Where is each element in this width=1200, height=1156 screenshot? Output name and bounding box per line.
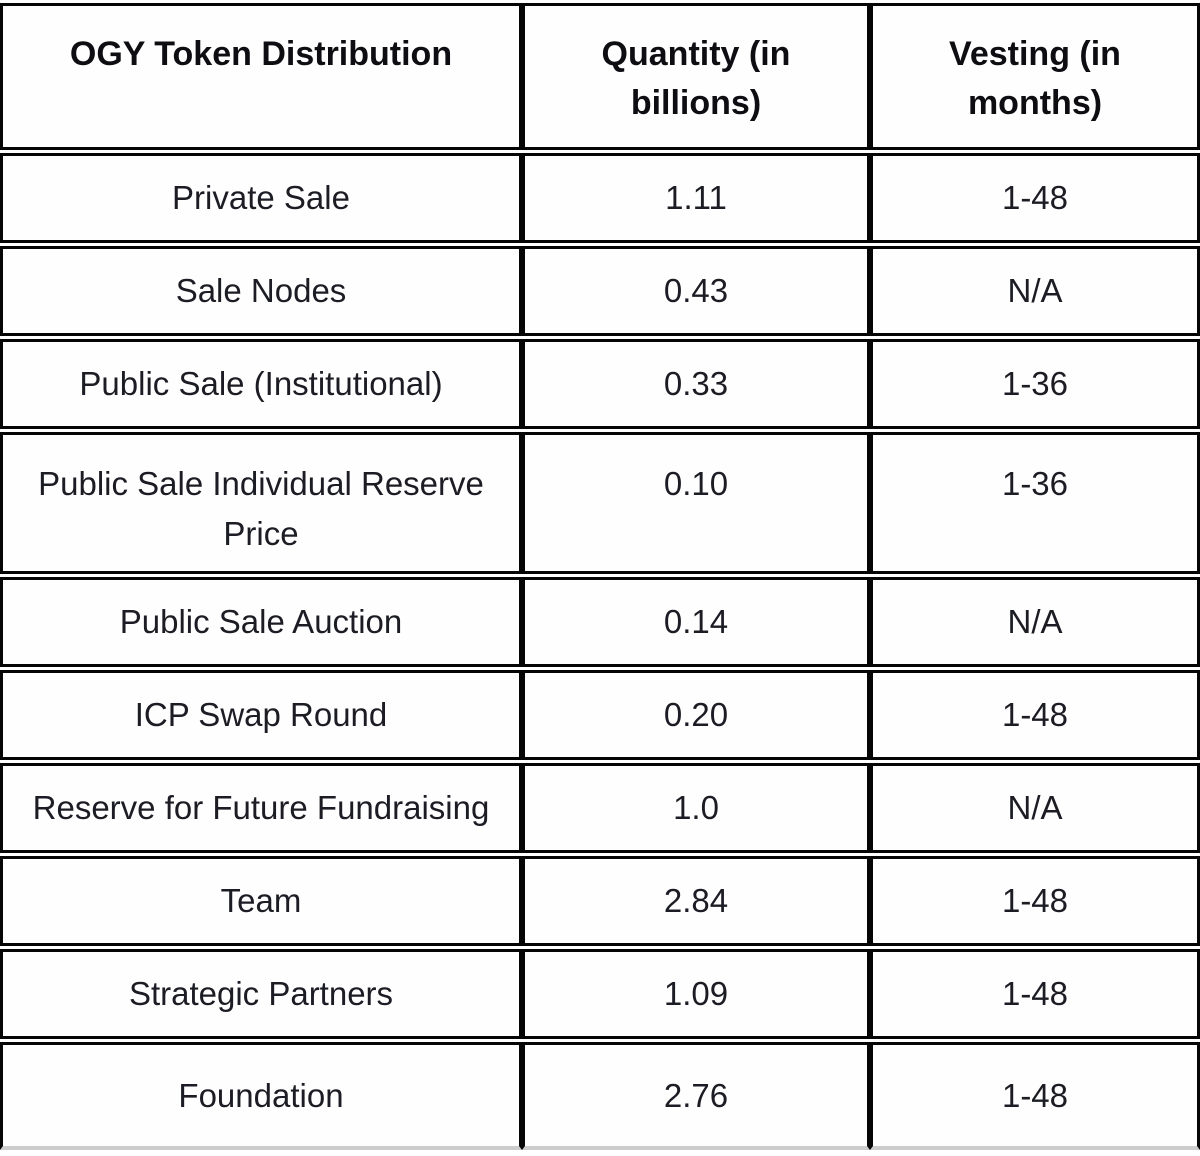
row-vesting-cell: 1-48 (870, 949, 1200, 1039)
row-category-cell: Public Sale Auction (0, 577, 522, 667)
column-header-quantity: Quantity (in billions) (522, 3, 870, 150)
row-quantity-cell: 0.14 (522, 577, 870, 667)
row-quantity-cell: 2.84 (522, 856, 870, 946)
table-row: Public Sale Auction 0.14 N/A (0, 577, 1200, 667)
row-category-cell: Foundation (0, 1042, 522, 1150)
row-quantity-cell: 1.11 (522, 153, 870, 243)
table-row: Foundation 2.76 1-48 (0, 1042, 1200, 1150)
row-vesting-cell: N/A (870, 763, 1200, 853)
row-category-cell: Sale Nodes (0, 246, 522, 336)
table-row: Team 2.84 1-48 (0, 856, 1200, 946)
row-category-cell: Public Sale (Institutional) (0, 339, 522, 429)
column-header-vesting: Vesting (in months) (870, 3, 1200, 150)
row-quantity-cell: 0.43 (522, 246, 870, 336)
row-quantity-cell: 0.10 (522, 432, 870, 574)
table-row: Public Sale Individual Reserve Price 0.10… (0, 432, 1200, 574)
row-vesting-cell: 1-48 (870, 1042, 1200, 1150)
row-quantity-cell: 1.09 (522, 949, 870, 1039)
column-header-token-distribution: OGY Token Distribution (0, 3, 522, 150)
table-header-row: OGY Token Distribution Quantity (in bill… (0, 3, 1200, 150)
table-body: Private Sale 1.11 1-48 Sale Nodes 0.43 N/A Pub… (0, 153, 1200, 1150)
row-quantity-cell: 0.33 (522, 339, 870, 429)
row-vesting-cell: 1-36 (870, 432, 1200, 574)
table-row: Reserve for Future Fundraising 1.0 N/A (0, 763, 1200, 853)
table-row: ICP Swap Round 0.20 1-48 (0, 670, 1200, 760)
row-quantity-cell: 1.0 (522, 763, 870, 853)
row-category-cell: ICP Swap Round (0, 670, 522, 760)
row-vesting-cell: 1-48 (870, 856, 1200, 946)
row-vesting-cell: N/A (870, 246, 1200, 336)
row-category-cell: Public Sale Individual Reserve Price (0, 432, 522, 574)
row-category-cell: Team (0, 856, 522, 946)
table-row: Strategic Partners 1.09 1-48 (0, 949, 1200, 1039)
table-row: Public Sale (Institutional) 0.33 1-36 (0, 339, 1200, 429)
row-vesting-cell: 1-48 (870, 670, 1200, 760)
table-row: Sale Nodes 0.43 N/A (0, 246, 1200, 336)
row-vesting-cell: 1-36 (870, 339, 1200, 429)
row-quantity-cell: 0.20 (522, 670, 870, 760)
table-header: OGY Token Distribution Quantity (in bill… (0, 3, 1200, 150)
row-category-cell: Strategic Partners (0, 949, 522, 1039)
row-category-cell: Reserve for Future Fundraising (0, 763, 522, 853)
row-category-cell: Private Sale (0, 153, 522, 243)
row-quantity-cell: 2.76 (522, 1042, 870, 1150)
table-row: Private Sale 1.11 1-48 (0, 153, 1200, 243)
row-vesting-cell: 1-48 (870, 153, 1200, 243)
row-vesting-cell: N/A (870, 577, 1200, 667)
